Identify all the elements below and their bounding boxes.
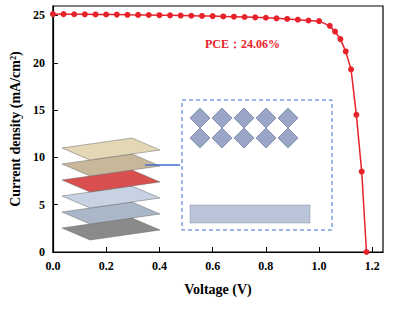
svg-text:1.0: 1.0 xyxy=(312,259,327,273)
svg-text:10: 10 xyxy=(33,150,45,164)
svg-text:25: 25 xyxy=(33,8,45,22)
svg-text:0: 0 xyxy=(39,245,45,259)
svg-text:Current density (mA/cm²): Current density (mA/cm²) xyxy=(8,51,24,207)
svg-text:5: 5 xyxy=(39,198,45,212)
svg-text:20: 20 xyxy=(33,56,45,70)
svg-text:Voltage (V): Voltage (V) xyxy=(184,282,252,298)
svg-text:0.4: 0.4 xyxy=(152,259,167,273)
svg-text:0.2: 0.2 xyxy=(99,259,114,273)
svg-text:PCE：24.06%: PCE：24.06% xyxy=(205,37,280,51)
svg-text:1.2: 1.2 xyxy=(365,259,380,273)
svg-text:0.6: 0.6 xyxy=(205,259,220,273)
svg-text:15: 15 xyxy=(33,103,45,117)
svg-text:0.8: 0.8 xyxy=(258,259,273,273)
svg-text:0.0: 0.0 xyxy=(45,259,60,273)
